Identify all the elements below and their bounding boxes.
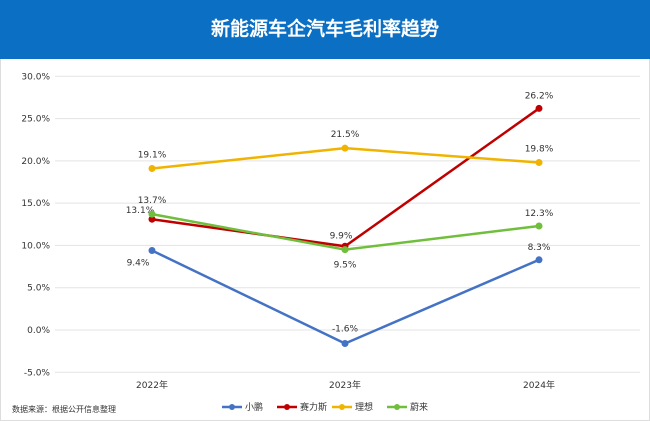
legend-label: 理想 [355,401,373,413]
legend-label: 蔚来 [410,401,428,413]
data-label: 26.2% [525,91,554,101]
data-label: 9.9% [330,231,353,241]
y-tick-label: 5.0% [27,284,50,294]
data-label: 19.8% [525,145,554,155]
data-point [148,247,156,255]
data-point [535,222,543,230]
y-tick-label: 15.0% [21,199,50,209]
data-label: 9.4% [127,259,150,269]
legend-marker [339,404,345,410]
legend-label: 赛力斯 [300,401,327,413]
y-tick-label: 25.0% [21,115,50,125]
y-tick-label: 20.0% [21,157,50,167]
data-point [341,144,349,152]
legend-marker [284,404,290,410]
y-tick-label: 10.0% [21,241,50,251]
data-point [148,164,156,172]
data-label: 13.1% [126,206,155,216]
data-point [341,340,349,348]
x-tick-label: 2022年 [136,379,168,391]
data-label: -1.6% [332,325,359,335]
legend-label: 小鹏 [245,401,263,413]
x-tick-label: 2023年 [329,379,361,391]
data-label: 8.3% [528,243,551,253]
y-tick-label: 0.0% [27,326,50,336]
source-note: 数据来源：根据公开信息整理 [12,405,116,414]
data-label: 13.7% [138,196,167,206]
data-label: 19.1% [138,150,167,160]
y-tick-label: -5.0% [24,368,51,378]
data-point [341,246,349,254]
data-point [535,104,543,112]
legend-marker [394,404,400,410]
data-point [148,210,156,218]
data-label: 12.3% [525,209,554,219]
x-tick-label: 2024年 [523,379,555,391]
legend-marker [229,404,235,410]
data-point [535,159,543,167]
data-label: 9.5% [334,261,357,271]
y-tick-label: 30.0% [21,72,50,82]
data-label: 21.5% [331,130,360,140]
data-point [148,215,156,223]
chart-title: 新能源车企汽车毛利率趋势 [0,0,650,59]
data-point [535,256,543,264]
